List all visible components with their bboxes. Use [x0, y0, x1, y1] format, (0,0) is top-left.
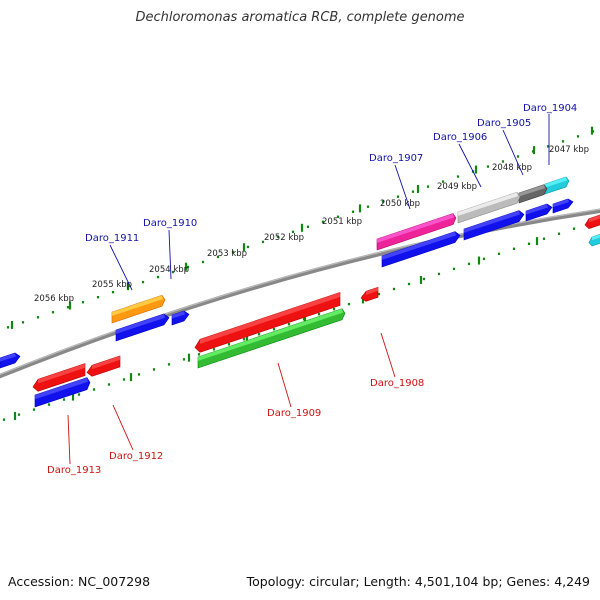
gene-blue-c	[463, 210, 525, 241]
gene-blue-e	[115, 313, 170, 342]
gene-edge-red	[584, 214, 600, 230]
scale-label: 2051 kbp	[322, 217, 362, 227]
scale-label: 2047 kbp	[549, 145, 589, 155]
gene-leader-line	[502, 129, 524, 176]
gene-1907-magenta	[376, 213, 457, 251]
gene-1908-red	[360, 286, 379, 302]
gene-leader-line	[168, 229, 172, 280]
scale-label: 2055 kbp	[92, 280, 132, 290]
gene-blue-f	[0, 352, 21, 369]
gene-1910-blue	[171, 310, 190, 326]
gene-leader-line	[380, 332, 396, 378]
scale-label: 2050 kbp	[380, 199, 420, 209]
gene-leader-line	[458, 143, 482, 188]
gene-leader-line	[112, 404, 134, 451]
gene-blue-d	[381, 231, 461, 268]
gene-leader-line	[394, 164, 411, 210]
gene-1911-orange	[111, 294, 166, 324]
gene-leader-line	[277, 362, 292, 408]
accession-text: Accession: NC_007298	[8, 574, 151, 589]
gene-label: Daro_1905	[477, 118, 531, 129]
gene-1904-cyan	[544, 176, 570, 195]
gene-leader-line	[109, 244, 133, 291]
gene-leader-line	[67, 414, 71, 465]
gene-edge-cyan	[588, 233, 600, 247]
gene-1909-green	[197, 308, 346, 369]
scale-label: 2054 kbp	[149, 265, 189, 275]
scale-label: 2048 kbp	[492, 163, 532, 173]
gene-1909-red	[194, 292, 341, 353]
page-title: Dechloromonas aromatica RCB, complete ge…	[135, 10, 465, 25]
scale-label: 2056 kbp	[34, 294, 74, 304]
gene-1912-red	[86, 355, 121, 377]
gene-label: Daro_1911	[85, 233, 139, 244]
gene-label: Daro_1908	[370, 378, 424, 389]
gene-label: Daro_1909	[267, 408, 321, 419]
gene-blue-b	[525, 203, 553, 222]
gene-label: Daro_1906	[433, 132, 487, 143]
gene-label: Daro_1912	[109, 451, 163, 462]
genome-summary-text: Topology: circular; Length: 4,501,104 bp…	[246, 574, 590, 589]
gene-label: Daro_1907	[369, 153, 423, 164]
gene-1906-lightgrey	[457, 191, 521, 224]
gene-label: Daro_1904	[523, 103, 577, 114]
gene-1913-blue	[34, 377, 91, 408]
gene-1905-darkgrey	[518, 184, 548, 204]
scale-label: 2053 kbp	[207, 249, 247, 259]
gene-1913-red	[32, 363, 86, 392]
gene-blue-a	[552, 198, 574, 214]
scale-label: 2049 kbp	[437, 182, 477, 192]
genome-backbone-highlight	[0, 208, 600, 376]
scale-label: 2052 kbp	[264, 233, 304, 243]
gene-label: Daro_1910	[143, 218, 197, 229]
genome-backbone	[0, 208, 600, 379]
gene-label: Daro_1913	[47, 465, 101, 476]
